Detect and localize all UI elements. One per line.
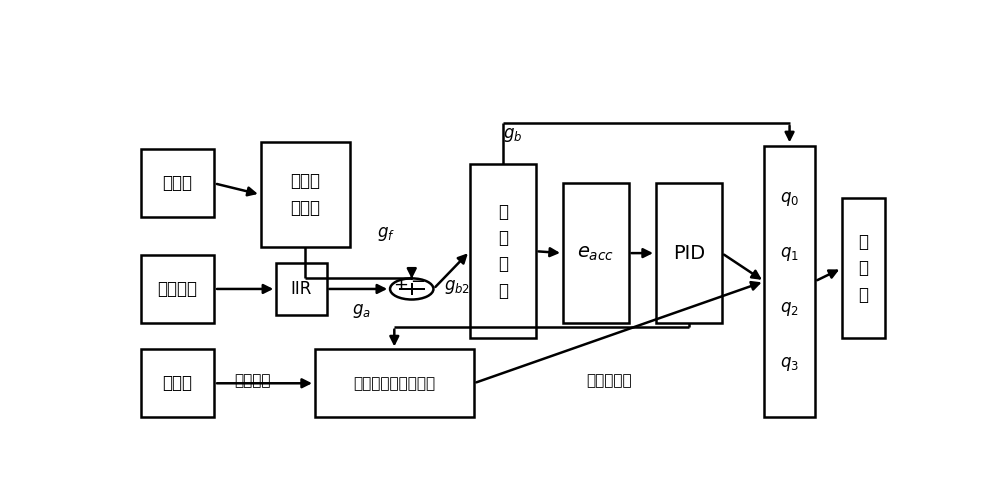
- Text: $g_f$: $g_f$: [377, 225, 395, 243]
- Bar: [140, 349, 214, 417]
- Text: 向
量
叉
积: 向 量 叉 积: [498, 203, 508, 300]
- Text: $g_a$: $g_a$: [352, 302, 371, 320]
- Bar: [276, 263, 326, 316]
- Bar: [764, 146, 815, 417]
- Text: 光流计: 光流计: [162, 174, 192, 192]
- Text: 龙格库塔法: 龙格库塔法: [587, 373, 632, 388]
- Bar: [315, 349, 474, 417]
- Bar: [656, 183, 722, 323]
- Text: IIR: IIR: [291, 280, 312, 298]
- Text: 姿
态
角: 姿 态 角: [858, 233, 868, 304]
- Bar: [470, 165, 536, 338]
- Text: $q_0$

$q_1$

$q_2$

$q_3$: $q_0$ $q_1$ $q_2$ $q_3$: [780, 190, 799, 372]
- Text: $e_{acc}$: $e_{acc}$: [577, 244, 614, 263]
- Text: 滤波后的陀螺仪数据: 滤波后的陀螺仪数据: [353, 376, 435, 391]
- Text: $g_b$: $g_b$: [503, 126, 523, 144]
- Bar: [140, 255, 214, 323]
- Bar: [261, 142, 350, 247]
- Text: $g_{b2}$: $g_{b2}$: [444, 278, 470, 296]
- Text: 非重力
加速度: 非重力 加速度: [290, 172, 320, 217]
- Text: 陀螺仪: 陀螺仪: [162, 374, 192, 392]
- Bar: [140, 149, 214, 217]
- Text: +: +: [393, 276, 408, 294]
- Text: −: −: [410, 273, 426, 291]
- Text: 加速度计: 加速度计: [157, 280, 197, 298]
- Bar: [563, 183, 629, 323]
- Bar: [842, 198, 885, 338]
- Text: PID: PID: [673, 244, 705, 263]
- Text: 小波分解: 小波分解: [235, 373, 271, 388]
